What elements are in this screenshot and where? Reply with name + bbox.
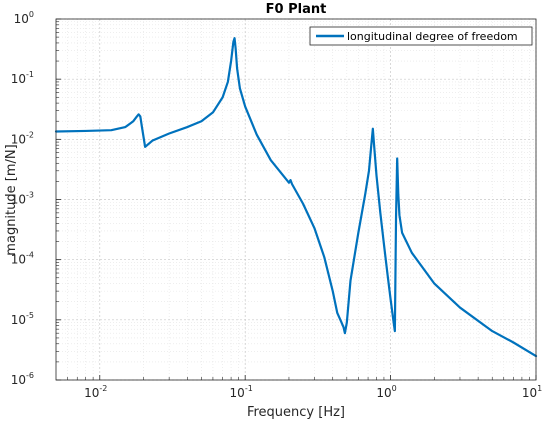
- y-tick-label: 10-1: [11, 70, 34, 86]
- chart-title: F0 Plant: [266, 2, 327, 17]
- series-layer: [54, 37, 538, 358]
- x-tick-labels: 10-2 10-1 100 101: [84, 384, 542, 400]
- tick-marks: [56, 18, 537, 381]
- series-line-0: [54, 37, 538, 358]
- x-tick-label: 100: [376, 384, 396, 400]
- y-axis-label: magnitude [m/N]: [4, 144, 19, 255]
- y-tick-label: 10-6: [11, 371, 34, 387]
- x-tick-label: 10-2: [84, 384, 107, 400]
- x-tick-label: 101: [522, 384, 542, 400]
- y-tick-label: 10-5: [11, 311, 34, 327]
- legend: longitudinal degree of freedom: [309, 26, 533, 46]
- x-tick-label: 10-1: [230, 384, 253, 400]
- legend-label-longitudinal: longitudinal degree of freedom: [347, 30, 518, 43]
- y-tick-label: 10-2: [11, 130, 34, 146]
- x-axis-label: Frequency [Hz]: [247, 405, 345, 420]
- legend-box: [309, 26, 533, 46]
- y-tick-label: 100: [14, 10, 34, 26]
